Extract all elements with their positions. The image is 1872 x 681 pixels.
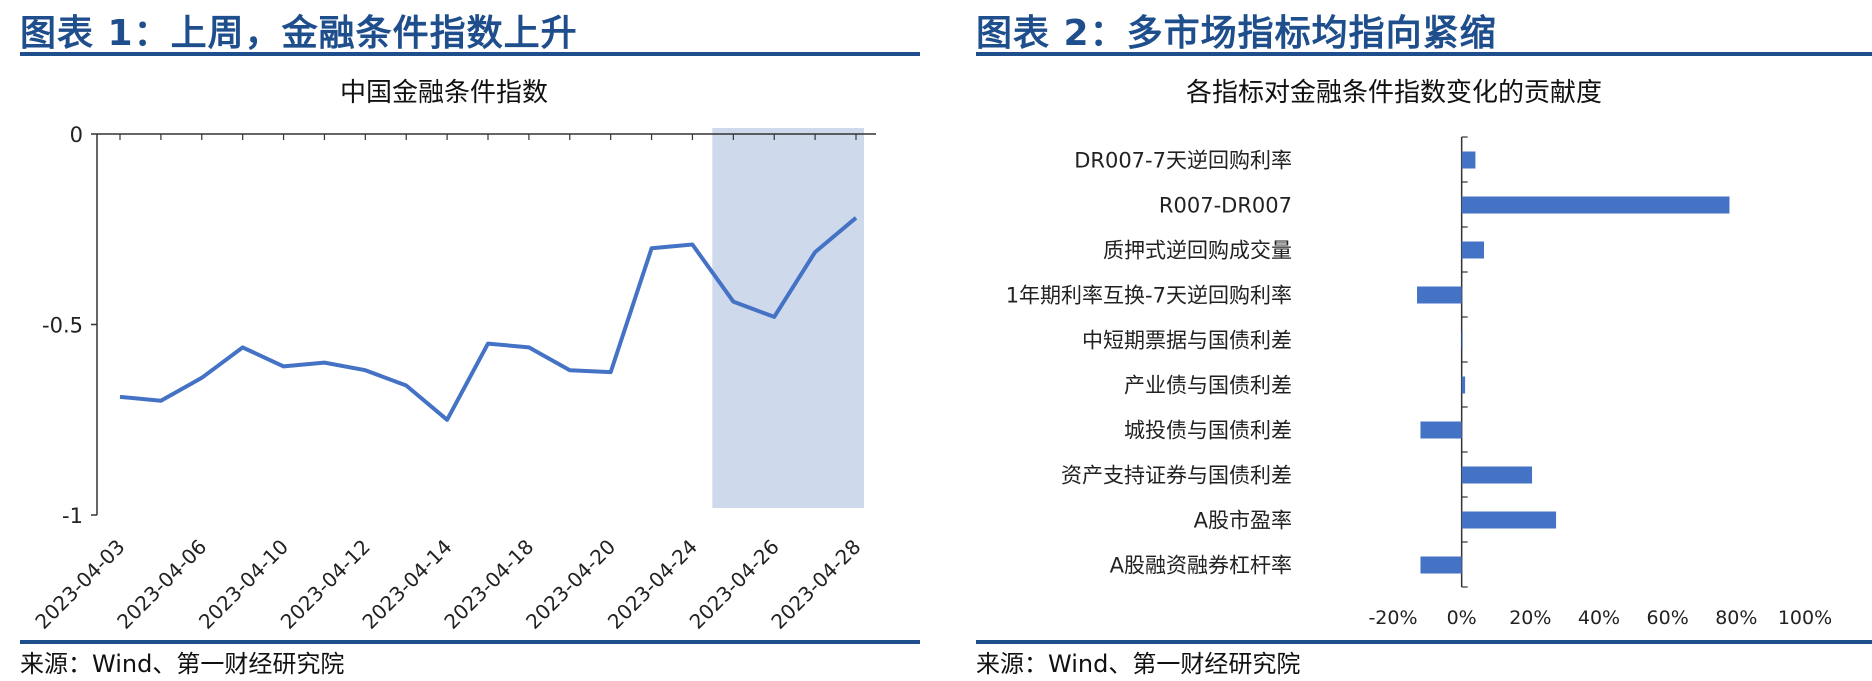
category-label: A股融资融券杠杆率	[1110, 554, 1292, 578]
category-label: DR007-7天逆回购利率	[1074, 149, 1292, 173]
bar-chart-title: 各指标对金融条件指数变化的贡献度	[1186, 78, 1603, 108]
bar	[1461, 151, 1476, 169]
category-label: A股市盈率	[1194, 509, 1292, 533]
bar	[1417, 286, 1462, 304]
figure-2-panel: 图表 2：多市场指标均指向紧缩 各指标对金融条件指数变化的贡献度 DR007-7…	[956, 0, 1872, 681]
y-tick-label: -0.5	[42, 314, 83, 338]
category-label: 中短期票据与国债利差	[1082, 329, 1292, 353]
figure-1-title: 图表 1：上周，金融条件指数上升	[20, 13, 578, 54]
bar	[1420, 556, 1462, 574]
figure-2-bottom-rule	[976, 640, 1872, 644]
bar	[1461, 376, 1466, 394]
x-tick-label: 80%	[1715, 607, 1757, 629]
y-tick-label: -1	[62, 504, 83, 528]
x-tick-label: 60%	[1647, 607, 1689, 629]
category-label: 城投债与国债利差	[1124, 419, 1292, 443]
figure-1-panel: 图表 1：上周，金融条件指数上升 中国金融条件指数 0 -0.5 -1 2023-04…	[0, 0, 920, 681]
category-label: 产业债与国债利差	[1124, 374, 1292, 398]
category-label: 1年期利率互换-7天逆回购利率	[1006, 284, 1292, 308]
figure-2-source: 来源：Wind、第一财经研究院	[976, 650, 1301, 678]
bar	[1461, 241, 1484, 259]
bar	[1461, 511, 1557, 529]
bar	[1461, 331, 1463, 349]
line-chart-title: 中国金融条件指数	[340, 78, 549, 108]
category-label: 资产支持证券与国债利差	[1061, 464, 1292, 488]
x-tick-label: 20%	[1509, 607, 1551, 629]
x-tick-label: 40%	[1578, 607, 1620, 629]
x-tick-label: -20%	[1368, 607, 1417, 629]
x-tick-label: 100%	[1778, 607, 1832, 629]
x-tick-label: 0%	[1447, 607, 1477, 629]
figure-1-top-rule	[20, 52, 920, 56]
figure-2-top-rule	[976, 52, 1872, 56]
category-label: 质押式逆回购成交量	[1103, 239, 1292, 263]
bar	[1461, 466, 1533, 484]
category-label: R007-DR007	[1159, 194, 1292, 218]
y-tick-label: 0	[70, 123, 83, 147]
highlight-band	[712, 128, 864, 508]
figure-1-source: 来源：Wind、第一财经研究院	[20, 650, 345, 678]
line-chart: 0-0.5-12023-04-032023-04-062023-04-10202…	[30, 123, 876, 634]
figure-2-title: 图表 2：多市场指标均指向紧缩	[976, 13, 1497, 54]
bar	[1420, 421, 1462, 439]
bar	[1461, 196, 1730, 214]
figure-1-bottom-rule	[20, 640, 920, 644]
bar-chart: DR007-7天逆回购利率 R007-DR007 质押式逆回购成交量 1年期利率互换-…	[1006, 136, 1832, 629]
